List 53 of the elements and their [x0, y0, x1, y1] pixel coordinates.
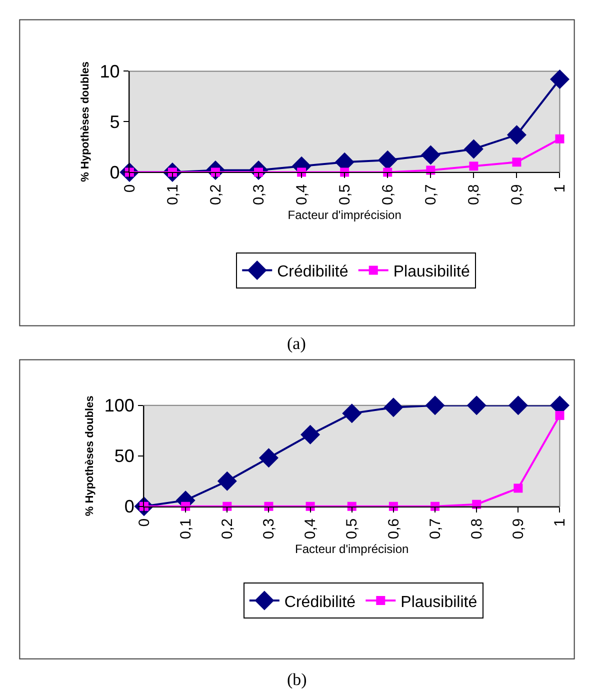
y-tick-label: 10 — [100, 61, 120, 82]
point — [420, 145, 440, 165]
point — [217, 471, 237, 491]
x-tick-label: 0,7 — [426, 518, 444, 540]
legend-label: Crédibilité — [277, 263, 348, 280]
point — [466, 396, 486, 416]
legend-label: Crédibilité — [284, 594, 356, 611]
x-axis-title: Facteur d'imprécision — [288, 208, 402, 222]
x-tick-label: 0 — [136, 518, 153, 527]
x-tick-label: 0,2 — [207, 184, 224, 206]
x-tick-label: 0,8 — [466, 184, 483, 206]
y-axis-title: % Hypothèses doubles — [79, 62, 92, 182]
x-tick-label: 0,2 — [219, 518, 236, 540]
point — [514, 484, 523, 493]
point — [555, 134, 564, 144]
point — [464, 139, 484, 159]
x-tick-label: 0,7 — [422, 184, 440, 206]
x-tick-label: 1 — [552, 184, 569, 193]
point — [342, 404, 362, 424]
text: (b) — [287, 670, 307, 689]
point — [508, 396, 528, 416]
x-tick-label: 0,6 — [385, 518, 402, 540]
y-tick-label: 100 — [104, 396, 134, 416]
y-tick-label: 50 — [114, 446, 134, 466]
x-tick-label: 0,5 — [336, 184, 354, 206]
x-tick-label: 0,1 — [164, 184, 182, 206]
point — [425, 396, 445, 416]
x-tick-label: 0,6 — [379, 184, 396, 206]
x-tick-label: 0,5 — [344, 518, 361, 540]
x-tick-label: 0,3 — [260, 518, 278, 540]
point — [258, 448, 278, 468]
point — [384, 398, 404, 418]
x-axis-title: Facteur d'imprécision — [295, 542, 409, 556]
x-tick-label: 0,9 — [508, 184, 526, 206]
legend-label: Plausibilité — [400, 594, 478, 611]
point — [506, 125, 526, 145]
point — [300, 424, 320, 444]
point — [378, 150, 398, 170]
x-tick-label: 0,9 — [510, 518, 528, 540]
point — [550, 70, 570, 90]
y-axis-title: % Hypothèses doubles — [84, 396, 96, 516]
x-tick-label: 1 — [552, 518, 569, 527]
y-tick-label: 5 — [110, 112, 120, 132]
point — [469, 162, 478, 171]
point — [555, 410, 564, 420]
x-tick-label: 0,8 — [468, 518, 486, 540]
legend-label: Plausibilité — [393, 263, 470, 280]
x-tick-label: 0,3 — [250, 184, 268, 206]
x-tick-label: 0,4 — [302, 518, 320, 540]
x-tick-label: 0,1 — [177, 518, 194, 540]
x-tick-label: 0,4 — [293, 184, 310, 206]
text: (a) — [287, 334, 306, 353]
point — [512, 158, 522, 167]
